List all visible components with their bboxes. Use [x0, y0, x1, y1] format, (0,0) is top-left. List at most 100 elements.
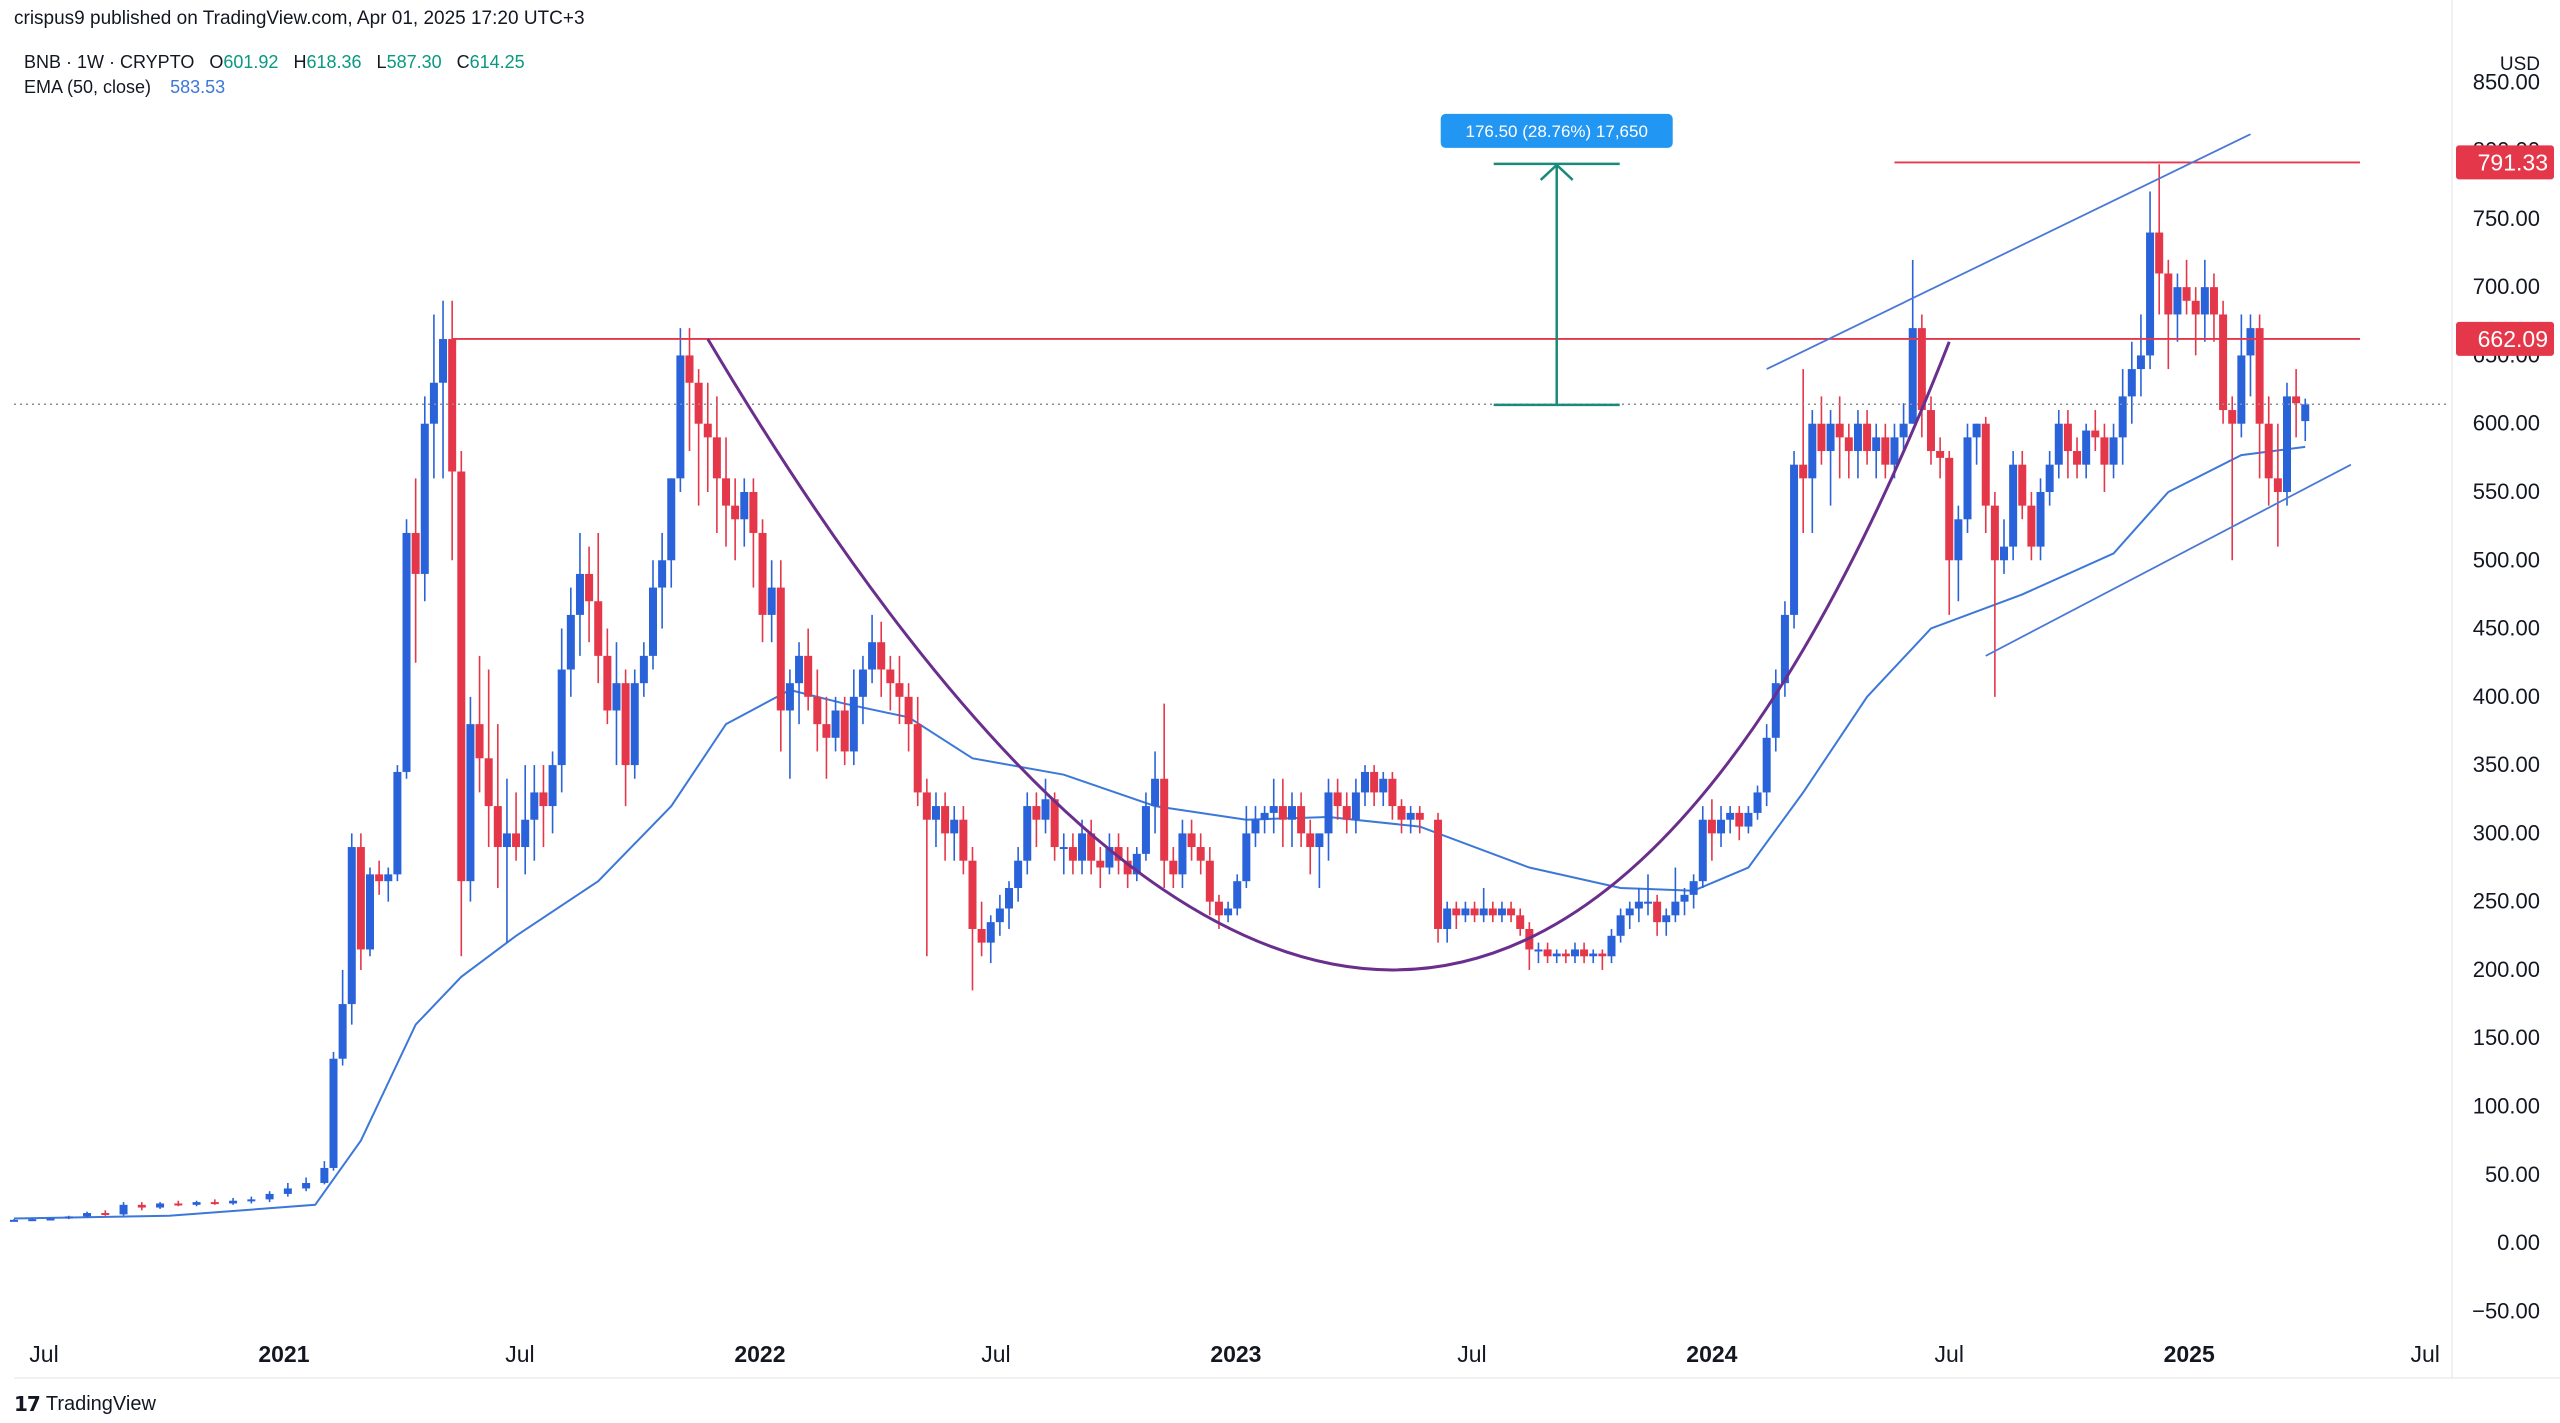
- candle-body: [1023, 806, 1032, 861]
- candle-body: [2091, 430, 2100, 438]
- y-tick-label: 550.00: [2473, 479, 2540, 504]
- candle-body: [776, 587, 785, 711]
- candle-body: [922, 792, 931, 820]
- price-labels-group: 791.33 662.09: [2456, 145, 2554, 356]
- candle-body: [2200, 287, 2209, 315]
- candle-body: [2246, 328, 2255, 356]
- candle-body: [1287, 806, 1296, 820]
- legend-high-label: H: [293, 52, 307, 72]
- candle-body: [2155, 232, 2164, 274]
- candle-body: [1497, 908, 1506, 916]
- candle-body: [1059, 847, 1068, 850]
- candle-body: [639, 655, 648, 684]
- candle-body: [192, 1202, 201, 1205]
- candle-body: [384, 874, 393, 882]
- price-axis-label: 662.09: [2478, 326, 2548, 352]
- candle-body: [530, 792, 539, 820]
- candle-body: [749, 491, 758, 533]
- candle-body: [46, 1218, 55, 1221]
- legend-ema-row[interactable]: EMA (50, close) 583.53: [24, 75, 525, 100]
- candle-body: [1607, 935, 1616, 957]
- candle-body: [1214, 901, 1223, 916]
- candle-body: [1780, 614, 1789, 684]
- candle-body: [2082, 430, 2091, 465]
- candle-body: [2073, 451, 2082, 465]
- candle-body: [1853, 423, 1862, 452]
- candle-body: [484, 758, 493, 807]
- candle-body: [1753, 792, 1762, 813]
- candle-body: [1096, 860, 1105, 868]
- y-tick-label: 400.00: [2473, 684, 2540, 709]
- candle-body: [2036, 491, 2045, 547]
- candle-body: [502, 833, 511, 848]
- measure-label-box: [1440, 113, 1673, 148]
- candle-body: [804, 655, 813, 697]
- channel-lower-line: [1985, 463, 2352, 657]
- tradingview-footer[interactable]: 17 TradingView: [14, 1392, 156, 1416]
- legend-open-value: 601.92: [223, 52, 279, 72]
- candle-body: [1744, 812, 1753, 827]
- candle-body: [1351, 792, 1360, 820]
- candle-body: [813, 696, 822, 725]
- candle-body: [1643, 901, 1652, 904]
- candle-body: [1653, 901, 1662, 923]
- candle-body: [411, 532, 420, 574]
- candle-body: [2000, 546, 2009, 561]
- legend-symbol[interactable]: BNB · 1W · CRYPTO: [24, 52, 195, 72]
- candle-body: [1333, 792, 1342, 807]
- legend-open-label: O: [209, 52, 224, 72]
- legend-close-label: C: [456, 52, 470, 72]
- x-tick-label: 2025: [2164, 1341, 2215, 1367]
- ema-50-line: [13, 445, 2306, 1220]
- candle-body: [1315, 833, 1324, 848]
- candle-body: [1561, 953, 1570, 957]
- candle-body: [475, 724, 484, 759]
- candle-body: [1726, 812, 1735, 820]
- candle-body: [2264, 423, 2273, 479]
- candle-body: [2191, 300, 2200, 315]
- legend-ema-value: 583.53: [170, 77, 226, 97]
- y-tick-label: 50.00: [2485, 1162, 2540, 1187]
- candle-body: [356, 847, 365, 950]
- candle-body: [1014, 860, 1023, 889]
- legend-close-value: 614.25: [469, 52, 525, 72]
- candle-body: [2009, 464, 2018, 547]
- candle-body: [1443, 908, 1452, 929]
- candle-body: [566, 614, 575, 670]
- candle-body: [1771, 683, 1780, 738]
- candle-body: [1872, 437, 1881, 452]
- candle-body: [1269, 806, 1278, 813]
- candle-body: [375, 874, 384, 882]
- y-tick-label: 500.00: [2473, 547, 2540, 572]
- drawings-group: 176.50 (28.76%) 17,650: [14, 113, 2450, 972]
- candle-body: [1826, 423, 1835, 452]
- candle-body: [1899, 423, 1908, 438]
- candle-body: [320, 1167, 329, 1183]
- candle-body: [2136, 355, 2145, 370]
- candle-body: [1297, 806, 1306, 834]
- cup-curve: [706, 338, 1951, 972]
- candle-body: [1662, 915, 1671, 923]
- candle-body: [402, 532, 411, 772]
- candle-body: [1178, 833, 1187, 875]
- y-tick-label: 450.00: [2473, 616, 2540, 641]
- channel-upper-line: [1766, 133, 2251, 370]
- legend-low-label: L: [376, 52, 387, 72]
- candle-body: [1835, 423, 1844, 438]
- candle-body: [840, 710, 849, 752]
- y-tick-label: 100.00: [2473, 1094, 2540, 1119]
- candle-body: [1470, 908, 1479, 916]
- candle-body: [347, 847, 356, 1005]
- candle-body: [1324, 792, 1333, 834]
- measure-arrow-head: [1539, 163, 1574, 181]
- candle-body: [1278, 806, 1287, 820]
- candle-body: [548, 765, 557, 807]
- candle-body: [1233, 881, 1242, 909]
- x-tick-label: Jul: [29, 1341, 58, 1367]
- y-tick-label: 600.00: [2473, 411, 2540, 436]
- candle-body: [1917, 328, 1926, 411]
- candle-body: [1370, 771, 1379, 793]
- candle-body: [1616, 915, 1625, 936]
- candle-body: [685, 355, 694, 383]
